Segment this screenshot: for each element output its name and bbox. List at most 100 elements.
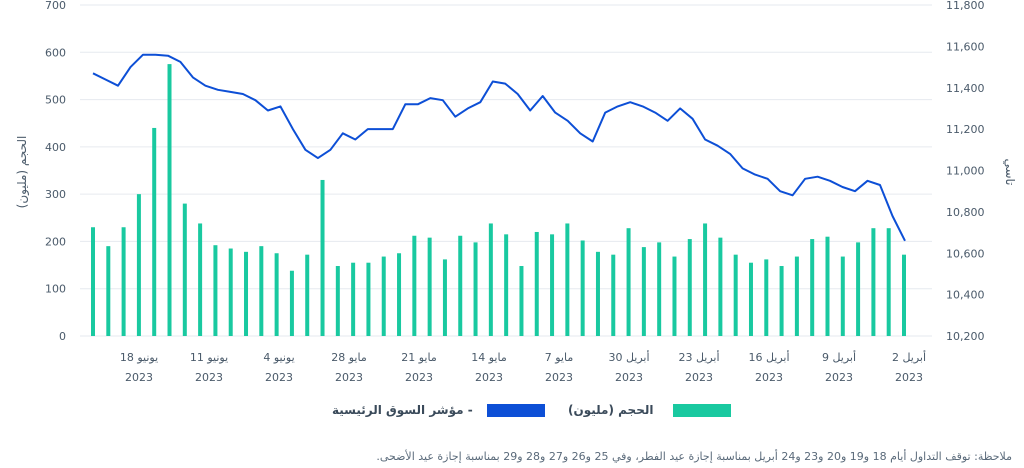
volume-bar [152,127,157,336]
left-tick-label: 0 [59,330,66,343]
volume-bar [718,237,723,336]
volume-bar [641,247,646,336]
volume-bar [335,266,340,336]
right-tick-label: 10,400 [946,289,985,302]
x-tick-day-label: 14 مايو [471,351,507,364]
volume-bar [550,234,555,336]
volume-bar [167,64,172,336]
volume-bar [91,227,95,336]
volume-bar [213,245,218,336]
volume-bar [381,256,386,336]
right-axis-label: تاسي [1003,158,1017,185]
left-tick-label: 200 [45,235,66,248]
volume-bar [442,259,447,336]
volume-bar [825,236,830,336]
volume-bar [228,248,233,336]
volume-bar [748,262,753,336]
x-tick-year-label: 2023 [265,371,293,384]
x-tick-day-label: 18 يونيو [120,351,158,364]
x-tick-day-label: 11 يونيو [190,351,228,364]
legend-volume-label: الحجم (مليون) [568,403,654,417]
index-line [92,53,906,242]
volume-bar [810,239,815,336]
volume-bar [259,246,264,336]
left-axis: 0 100 200 300 400 500 600 700 [45,0,66,343]
right-tick-label: 10,600 [946,247,985,260]
volume-bar [473,242,478,336]
x-tick-day-label: 30 أبريل [608,350,649,364]
volume-bar [351,262,356,336]
left-tick-label: 300 [45,188,66,201]
left-tick-label: 500 [45,94,66,107]
volume-bar [764,259,769,336]
volume-bar [611,254,616,336]
x-tick-day-label: 21 مايو [401,351,437,364]
volume-bar [136,194,141,336]
right-axis: 10,200 10,400 10,600 10,800 11,000 11,200 11,4… [946,0,985,343]
volume-bar [274,253,279,336]
volume-bar [504,234,509,336]
volume-bar [902,254,906,336]
x-tick-year-label: 2023 [405,371,433,384]
x-tick-year-label: 2023 [545,371,573,384]
legend-volume[interactable]: الحجم (مليون) [568,403,732,417]
volume-bar [106,246,111,336]
volume-bar [626,228,631,336]
volume-bar [672,256,677,336]
volume-bar [595,251,600,336]
volume-bar [779,266,784,336]
volume-bar [856,242,861,336]
volume-bar [458,235,463,336]
x-tick-day-label: 23 أبريل [678,350,719,364]
volume-bar [580,240,585,336]
volume-bar [427,237,432,336]
legend-volume-swatch [673,403,732,417]
volume-bar [182,203,187,336]
volume-bar [289,270,294,336]
volume-bar [121,227,126,336]
volume-bar [488,223,493,336]
x-tick-year-label: 2023 [615,371,643,384]
left-tick-label: 700 [45,0,66,12]
x-tick-day-label: 7 مايو [545,351,574,364]
volume-bar [320,179,325,336]
right-tick-label: 11,600 [946,40,985,53]
x-tick-year-label: 2023 [825,371,853,384]
x-tick-year-label: 2023 [125,371,153,384]
volume-bar [412,235,417,336]
right-tick-label: 11,000 [946,165,985,178]
volume-bar [305,254,310,336]
left-tick-label: 100 [45,283,66,296]
x-tick-year-label: 2023 [195,371,223,384]
x-tick-day-label: 16 أبريل [748,350,789,364]
right-tick-label: 11,800 [946,0,985,12]
legend-index-label: مؤشر السوق الرئيسية - [332,403,473,417]
right-tick-label: 11,400 [946,82,985,95]
index-series-line [92,53,906,242]
left-axis-label: الحجم (مليون) [15,136,30,209]
volume-bar [871,228,876,336]
volume-bar [794,256,799,336]
x-tick-year-label: 2023 [755,371,783,384]
x-tick-year-label: 2023 [335,371,363,384]
volume-bar [703,223,708,336]
volume-bar [840,256,845,336]
volume-bar [534,231,539,336]
left-tick-label: 400 [45,141,66,154]
right-tick-label: 11,200 [946,123,985,136]
volume-bar [397,253,402,336]
x-tick-year-label: 2023 [895,371,923,384]
legend-index[interactable]: مؤشر السوق الرئيسية - [332,403,545,417]
volume-bar [565,223,570,336]
volume-bar [886,228,891,336]
volume-bar [687,239,692,336]
x-tick-day-label: 9 أبريل [822,350,856,364]
x-tick-day-label: 4 يونيو [263,351,294,364]
right-tick-label: 10,200 [946,330,985,343]
volume-bar [244,251,249,336]
volume-bar [198,223,203,336]
volume-bar [733,254,738,336]
footnote: ملاحظة: توقف التداول أيام 18 و19 و20 و23… [376,450,1012,463]
volume-bar [657,242,662,336]
